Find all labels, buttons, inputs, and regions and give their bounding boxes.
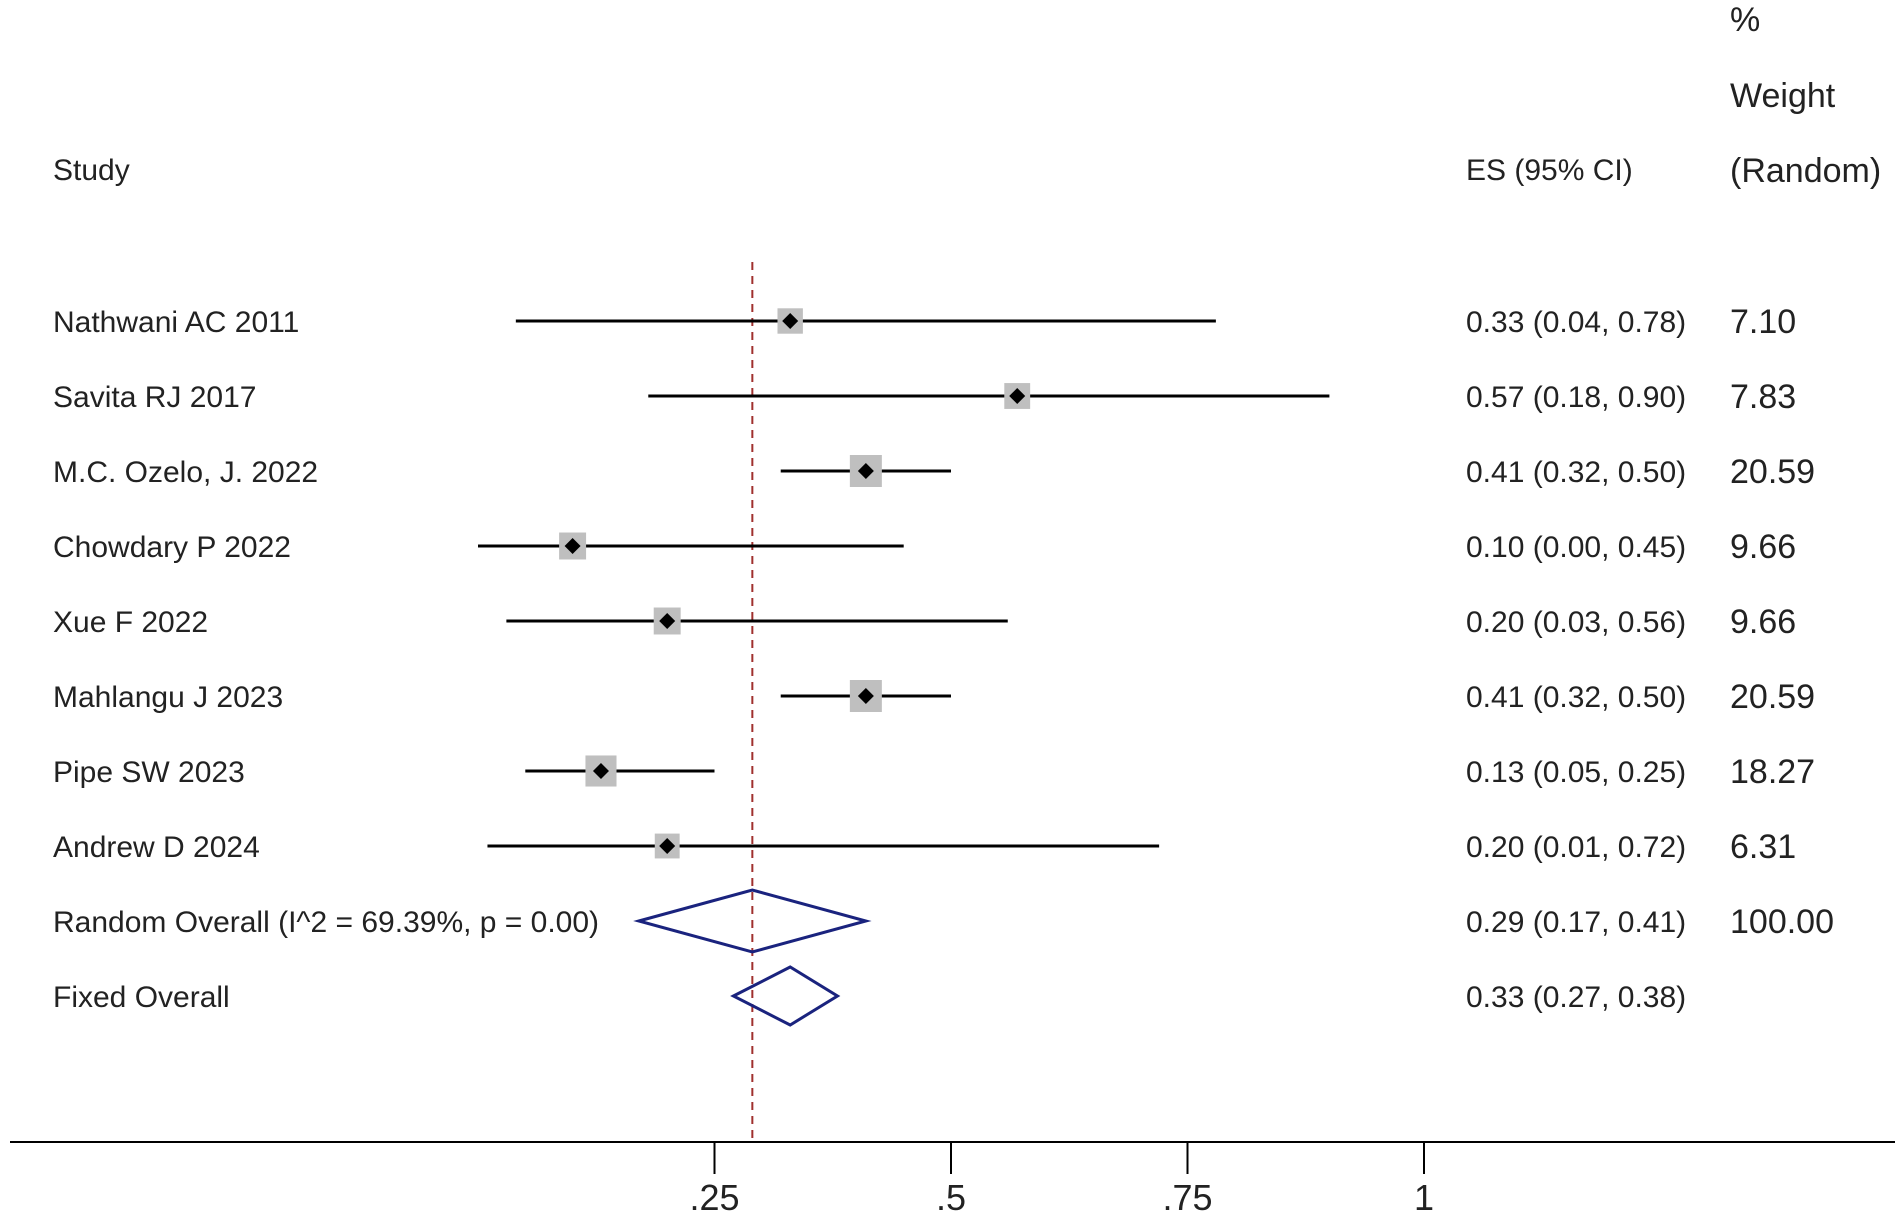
study-row: M.C. Ozelo, J. 2022 0.41 (0.32, 0.50) 20.5… <box>53 453 1815 491</box>
point-estimate <box>659 613 676 629</box>
weight-value: 18.27 <box>1730 753 1815 791</box>
overall-row: Fixed Overall 0.33 (0.27, 0.38) <box>53 965 1686 1027</box>
es-ci-value: 0.20 (0.01, 0.72) <box>1466 831 1686 864</box>
es-ci-value: 0.20 (0.03, 0.56) <box>1466 606 1686 639</box>
weight-value: 20.59 <box>1730 678 1815 716</box>
header-weight: Weight <box>1730 77 1836 115</box>
study-row: Xue F 2022 0.20 (0.03, 0.56) 9.66 <box>53 603 1796 641</box>
x-axis: .25 .5 .75 1 <box>10 1141 1895 1217</box>
header-weight-random: (Random) <box>1730 152 1881 190</box>
header-weight-percent: % <box>1730 1 1760 39</box>
header-study: Study <box>53 154 130 187</box>
point-estimate <box>564 538 581 554</box>
es-ci-value: 0.57 (0.18, 0.90) <box>1466 381 1686 414</box>
study-label: M.C. Ozelo, J. 2022 <box>53 456 318 489</box>
study-row: Mahlangu J 2023 0.41 (0.32, 0.50) 20.59 <box>53 678 1815 716</box>
point-estimate <box>857 463 874 479</box>
overall-diamond <box>633 888 872 954</box>
study-row: Andrew D 2024 0.20 (0.01, 0.72) 6.31 <box>53 828 1796 866</box>
weight-value: 6.31 <box>1730 828 1796 866</box>
study-label: Xue F 2022 <box>53 606 208 639</box>
weight-value: 7.83 <box>1730 378 1796 416</box>
x-tick-label: 1 <box>1414 1177 1434 1217</box>
study-label: Savita RJ 2017 <box>53 381 256 414</box>
study-row: Pipe SW 2023 0.13 (0.05, 0.25) 18.27 <box>53 753 1815 791</box>
es-ci-value: 0.13 (0.05, 0.25) <box>1466 756 1686 789</box>
x-tick-label: .5 <box>936 1177 966 1217</box>
weight-value: 20.59 <box>1730 453 1815 491</box>
weight-value: 9.66 <box>1730 528 1796 566</box>
x-tick-label: .25 <box>689 1177 739 1217</box>
study-row: Nathwani AC 2011 0.33 (0.04, 0.78) 7.10 <box>53 303 1796 341</box>
es-ci-value: 0.33 (0.04, 0.78) <box>1466 306 1686 339</box>
es-ci-value: 0.41 (0.32, 0.50) <box>1466 456 1686 489</box>
overall-label: Random Overall (I^2 = 69.39%, p = 0.00) <box>53 906 599 939</box>
point-estimate <box>857 688 874 704</box>
overall-row: Random Overall (I^2 = 69.39%, p = 0.00) 0… <box>53 888 1834 954</box>
study-label: Chowdary P 2022 <box>53 531 291 564</box>
overall-es-ci: 0.29 (0.17, 0.41) <box>1466 906 1686 939</box>
study-label: Andrew D 2024 <box>53 831 260 864</box>
point-estimate <box>1009 388 1026 404</box>
study-label: Nathwani AC 2011 <box>53 306 299 339</box>
study-label: Pipe SW 2023 <box>53 756 245 789</box>
study-row: Chowdary P 2022 0.10 (0.00, 0.45) 9.66 <box>53 528 1796 566</box>
overall-weight: 100.00 <box>1730 903 1834 941</box>
overall-diamond <box>730 965 841 1027</box>
study-label: Mahlangu J 2023 <box>53 681 283 714</box>
overall-es-ci: 0.33 (0.27, 0.38) <box>1466 981 1686 1014</box>
es-ci-value: 0.41 (0.32, 0.50) <box>1466 681 1686 714</box>
es-ci-value: 0.10 (0.00, 0.45) <box>1466 531 1686 564</box>
x-tick-label: .75 <box>1162 1177 1212 1217</box>
weight-value: 9.66 <box>1730 603 1796 641</box>
weight-value: 7.10 <box>1730 303 1796 341</box>
study-rows: Nathwani AC 2011 0.33 (0.04, 0.78) 7.10 Sav… <box>53 303 1834 1027</box>
study-row: Savita RJ 2017 0.57 (0.18, 0.90) 7.83 <box>53 378 1796 416</box>
point-estimate <box>592 763 609 779</box>
point-estimate <box>782 313 799 329</box>
header-es-ci: ES (95% CI) <box>1466 154 1633 187</box>
point-estimate <box>659 838 676 854</box>
overall-label: Fixed Overall <box>53 981 230 1014</box>
